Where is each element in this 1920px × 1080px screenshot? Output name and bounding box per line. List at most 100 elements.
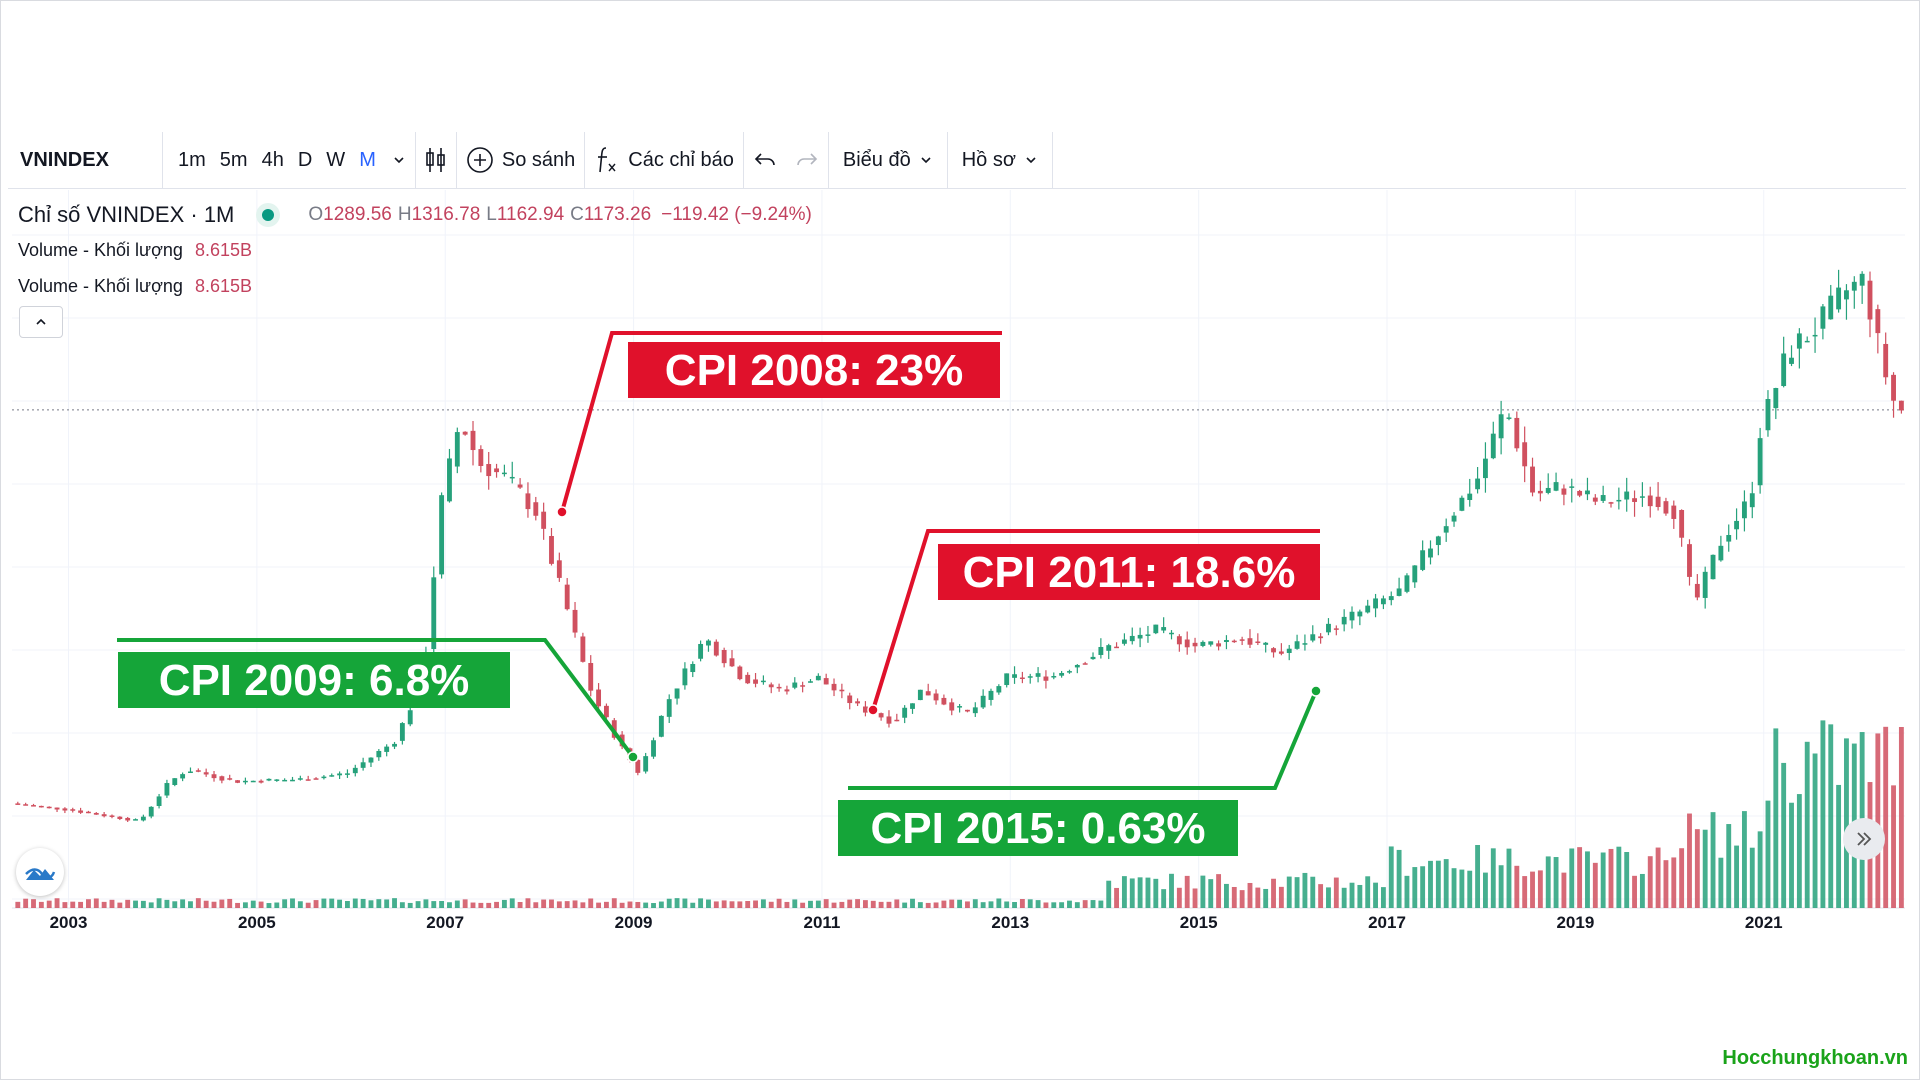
volume-bar: [290, 898, 295, 908]
scroll-to-realtime-button[interactable]: [1843, 818, 1885, 860]
volume-bar: [470, 902, 476, 908]
volume-bar: [62, 902, 68, 908]
interval-4h[interactable]: 4h: [261, 148, 284, 171]
candle-body: [760, 680, 766, 683]
volume-legend-row[interactable]: Volume - Khối lượng 8.615B: [18, 268, 812, 304]
symbol-search[interactable]: VNINDEX: [20, 148, 109, 171]
annotation-point: [556, 506, 568, 518]
collapse-legend-button[interactable]: [19, 306, 63, 338]
volume-bar: [690, 902, 696, 908]
candle-body: [376, 750, 382, 758]
candle-body: [839, 689, 845, 692]
candle-body: [1074, 664, 1080, 668]
candle-body: [392, 743, 397, 747]
interval-M[interactable]: M: [359, 148, 376, 171]
undo-button[interactable]: [744, 132, 786, 188]
candle-body: [1271, 648, 1276, 653]
candle-body: [1600, 495, 1606, 501]
interval-dropdown[interactable]: [383, 132, 415, 188]
candle-body: [140, 816, 146, 821]
close-value: 1173.26: [583, 204, 652, 225]
candle-body: [666, 699, 672, 717]
volume-bar: [494, 901, 499, 908]
volume-bar: [70, 901, 76, 908]
volume-bar: [1239, 890, 1245, 908]
candle-body: [352, 767, 358, 774]
volume-bar: [808, 900, 813, 908]
volume-bar: [517, 902, 523, 908]
volume-bar: [1585, 851, 1590, 908]
toolbar-divider: [162, 132, 163, 188]
candle-body: [1420, 550, 1426, 570]
volume-bar: [274, 902, 280, 908]
candle-body: [1561, 488, 1567, 495]
volume-bar: [46, 900, 52, 908]
volume-bar: [439, 900, 445, 908]
volume-value: 8.615B: [194, 239, 252, 260]
redo-button[interactable]: [786, 132, 828, 188]
interval-1m[interactable]: 1m: [178, 148, 206, 171]
volume-bar: [588, 898, 594, 908]
interval-W[interactable]: W: [326, 148, 346, 171]
volume-bar: [486, 902, 492, 908]
volume-bar: [1420, 866, 1426, 908]
interval-5m[interactable]: 5m: [219, 148, 248, 171]
candle-body: [1161, 627, 1167, 631]
chart-menu-button[interactable]: Biểu đồ: [829, 132, 947, 188]
volume-bar: [1443, 859, 1449, 908]
candle-body: [1255, 641, 1261, 644]
candle-body: [1224, 640, 1229, 642]
volume-bar: [1875, 733, 1881, 908]
candle-body: [148, 806, 154, 817]
volume-bar: [1781, 762, 1787, 908]
volume-bar: [831, 902, 837, 908]
volume-bar: [658, 901, 664, 908]
volume-bar: [1098, 900, 1104, 908]
x-tick-label: 2021: [1745, 913, 1783, 932]
volume-bar: [1404, 875, 1410, 908]
candle-body: [1475, 478, 1481, 490]
candle-body: [996, 686, 1002, 693]
candle-body: [1294, 641, 1300, 649]
volume-bar: [1726, 824, 1732, 908]
volume-bar: [478, 902, 484, 908]
candle-body: [1734, 520, 1740, 530]
compare-button[interactable]: So sánh: [457, 132, 584, 188]
candle-body: [1004, 673, 1010, 686]
candle-body: [1435, 536, 1441, 546]
tradingview-logo[interactable]: [16, 848, 64, 896]
volume-value: 8.615B: [194, 275, 252, 296]
annotation-point: [1310, 685, 1322, 697]
candle-body: [690, 663, 696, 673]
volume-bar: [1545, 856, 1551, 908]
candle-body: [345, 773, 350, 775]
annotation-label: CPI 2008: 23%: [665, 346, 963, 395]
volume-bar: [949, 899, 955, 908]
chart-type-button[interactable]: [416, 132, 456, 188]
volume-bar: [564, 901, 570, 908]
volume-bar: [188, 901, 193, 908]
candle-body: [172, 778, 178, 785]
volume-legend-row[interactable]: Volume - Khối lượng 8.615B: [18, 232, 812, 268]
annotation-box: [628, 342, 1000, 398]
mountain-logo-icon: [25, 868, 56, 880]
candle-body: [78, 810, 84, 813]
volume-bar: [345, 900, 350, 908]
profile-menu-button[interactable]: Hồ sơ: [948, 132, 1052, 188]
candle-body: [1333, 628, 1339, 630]
market-status-dot[interactable]: [262, 209, 275, 221]
toolbar-divider: [414, 132, 416, 188]
volume-bar: [1498, 865, 1504, 908]
candle-body: [399, 723, 405, 741]
volume-bar: [957, 899, 963, 908]
volume-bar: [698, 898, 704, 908]
volume-bar: [800, 902, 806, 908]
indicators-button[interactable]: Các chỉ báo: [585, 132, 743, 188]
candle-body: [1129, 635, 1135, 642]
volume-bar: [847, 899, 853, 908]
candle-body: [925, 691, 931, 696]
legend-title: Chỉ số VNINDEX · 1M: [18, 202, 235, 227]
interval-D[interactable]: D: [297, 148, 313, 171]
